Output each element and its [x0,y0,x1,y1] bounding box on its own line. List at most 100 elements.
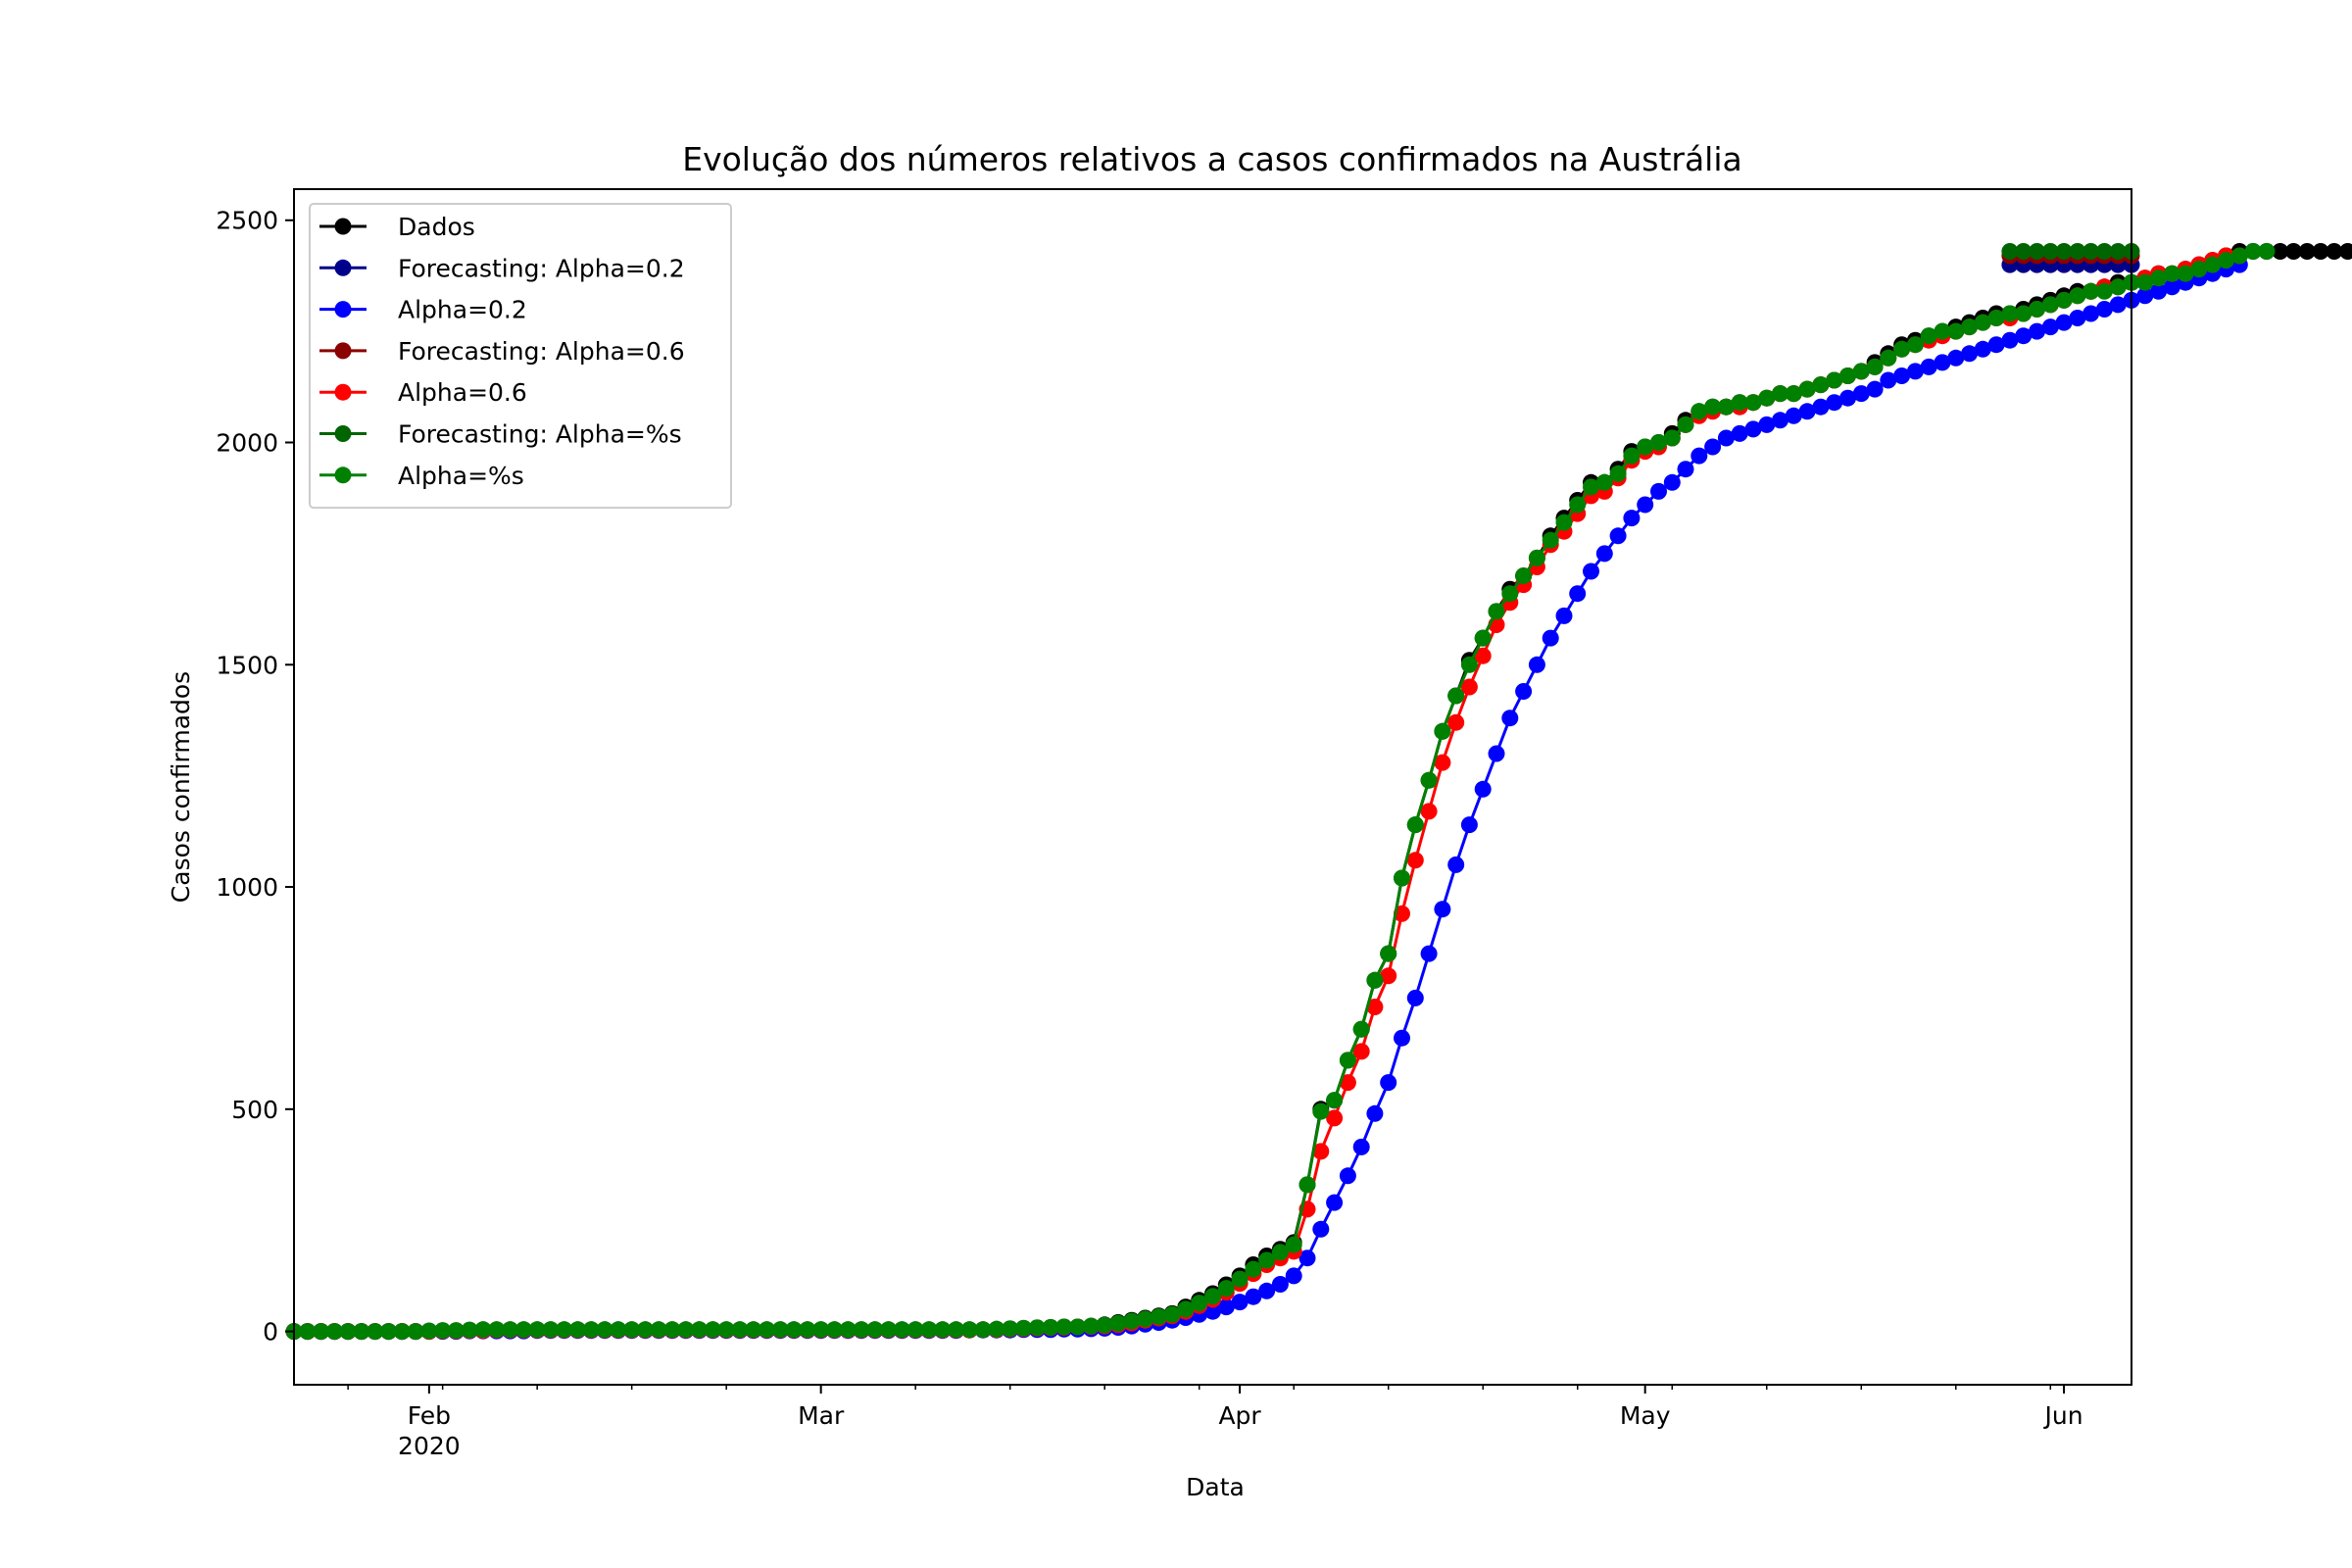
data-point [610,1321,627,1339]
data-point [542,1321,560,1339]
data-point [2082,282,2100,300]
data-point [1839,368,1856,384]
data-point [1987,336,2005,354]
data-point [1447,713,1465,731]
data-point [2150,270,2168,287]
data-point [1880,349,1897,367]
data-point [1934,322,1951,340]
data-point [313,1323,330,1341]
data-point [1434,722,1451,740]
data-point [2312,243,2329,260]
data-point [1920,358,1937,375]
legend-item: Forecasting: Alpha=0.6 [319,337,685,366]
data-point [1406,816,1424,834]
data-point [1758,416,1776,433]
data-point [1623,510,1641,527]
data-point [2015,327,2033,345]
data-point [663,1321,681,1339]
data-point [1460,816,1478,834]
data-point [1420,945,1438,962]
data-point [2163,278,2180,296]
data-point [2041,243,2059,260]
legend-marker [334,383,352,401]
data-point [2055,243,2073,260]
data-point [1082,1317,1100,1335]
data-point [1069,1318,1087,1336]
data-point [1298,1176,1316,1194]
data-point [528,1321,546,1339]
data-point [2041,318,2059,336]
data-point [1352,1138,1370,1155]
data-point [1906,363,1924,380]
data-point [1798,380,1816,398]
data-point [934,1321,952,1339]
data-point [2204,256,2222,273]
plot-frame [293,188,2132,1386]
data-point [1947,349,1965,367]
data-point [367,1323,384,1341]
y-tick-label: 2000 [216,429,278,458]
data-point [1298,1250,1316,1267]
y-tick-label: 1500 [216,651,278,679]
data-point [1109,1314,1127,1332]
data-point [1961,345,1979,363]
data-point [1258,1251,1276,1269]
data-point [1609,527,1627,545]
data-point [488,1321,506,1339]
data-point [1690,447,1708,465]
data-point [1515,683,1533,700]
data-point [2001,305,2019,322]
data-point [2298,243,2316,260]
y-tick-label: 2500 [216,207,278,235]
data-point [1488,603,1505,620]
data-point [880,1321,898,1339]
data-point [1420,803,1438,820]
data-point [474,1321,492,1339]
data-point [1812,398,1830,416]
data-point [1204,1288,1221,1305]
data-point [623,1321,641,1339]
data-point [1380,967,1397,985]
data-point [325,1323,343,1341]
data-point [988,1320,1005,1338]
data-point [1880,371,1897,389]
data-point [1758,389,1776,407]
data-point [1609,465,1627,482]
data-point [1366,999,1384,1015]
data-point [2015,305,2033,322]
y-tick-label: 500 [231,1096,278,1124]
data-point [1528,656,1545,673]
data-point [1569,585,1587,603]
data-point [1460,678,1478,696]
data-point [1623,447,1641,465]
legend-marker [334,425,352,442]
data-point [1650,434,1667,451]
data-point [1312,1102,1330,1120]
data-point [2095,243,2113,260]
series-6 [285,243,2276,1341]
legend-marker [334,466,352,484]
data-point [2041,296,2059,314]
data-point [2109,243,2127,260]
data-point [1245,1288,1262,1305]
data-point [960,1321,978,1339]
data-point [596,1321,613,1339]
data-point [1394,1029,1410,1047]
data-point [2015,243,2033,260]
data-point [1906,336,1924,354]
data-point [745,1321,762,1339]
data-point [1501,585,1519,603]
data-point [1150,1308,1167,1326]
data-point [2082,305,2100,322]
data-point [2272,243,2289,260]
legend-label: Dados [398,213,475,241]
data-point [974,1321,992,1339]
data-point [2055,314,2073,331]
data-point [299,1323,317,1341]
data-point [1839,389,1856,407]
data-point [393,1323,411,1341]
data-point [1312,1220,1330,1238]
data-point [1717,429,1735,447]
legend-label: Forecasting: Alpha=%s [398,420,682,449]
